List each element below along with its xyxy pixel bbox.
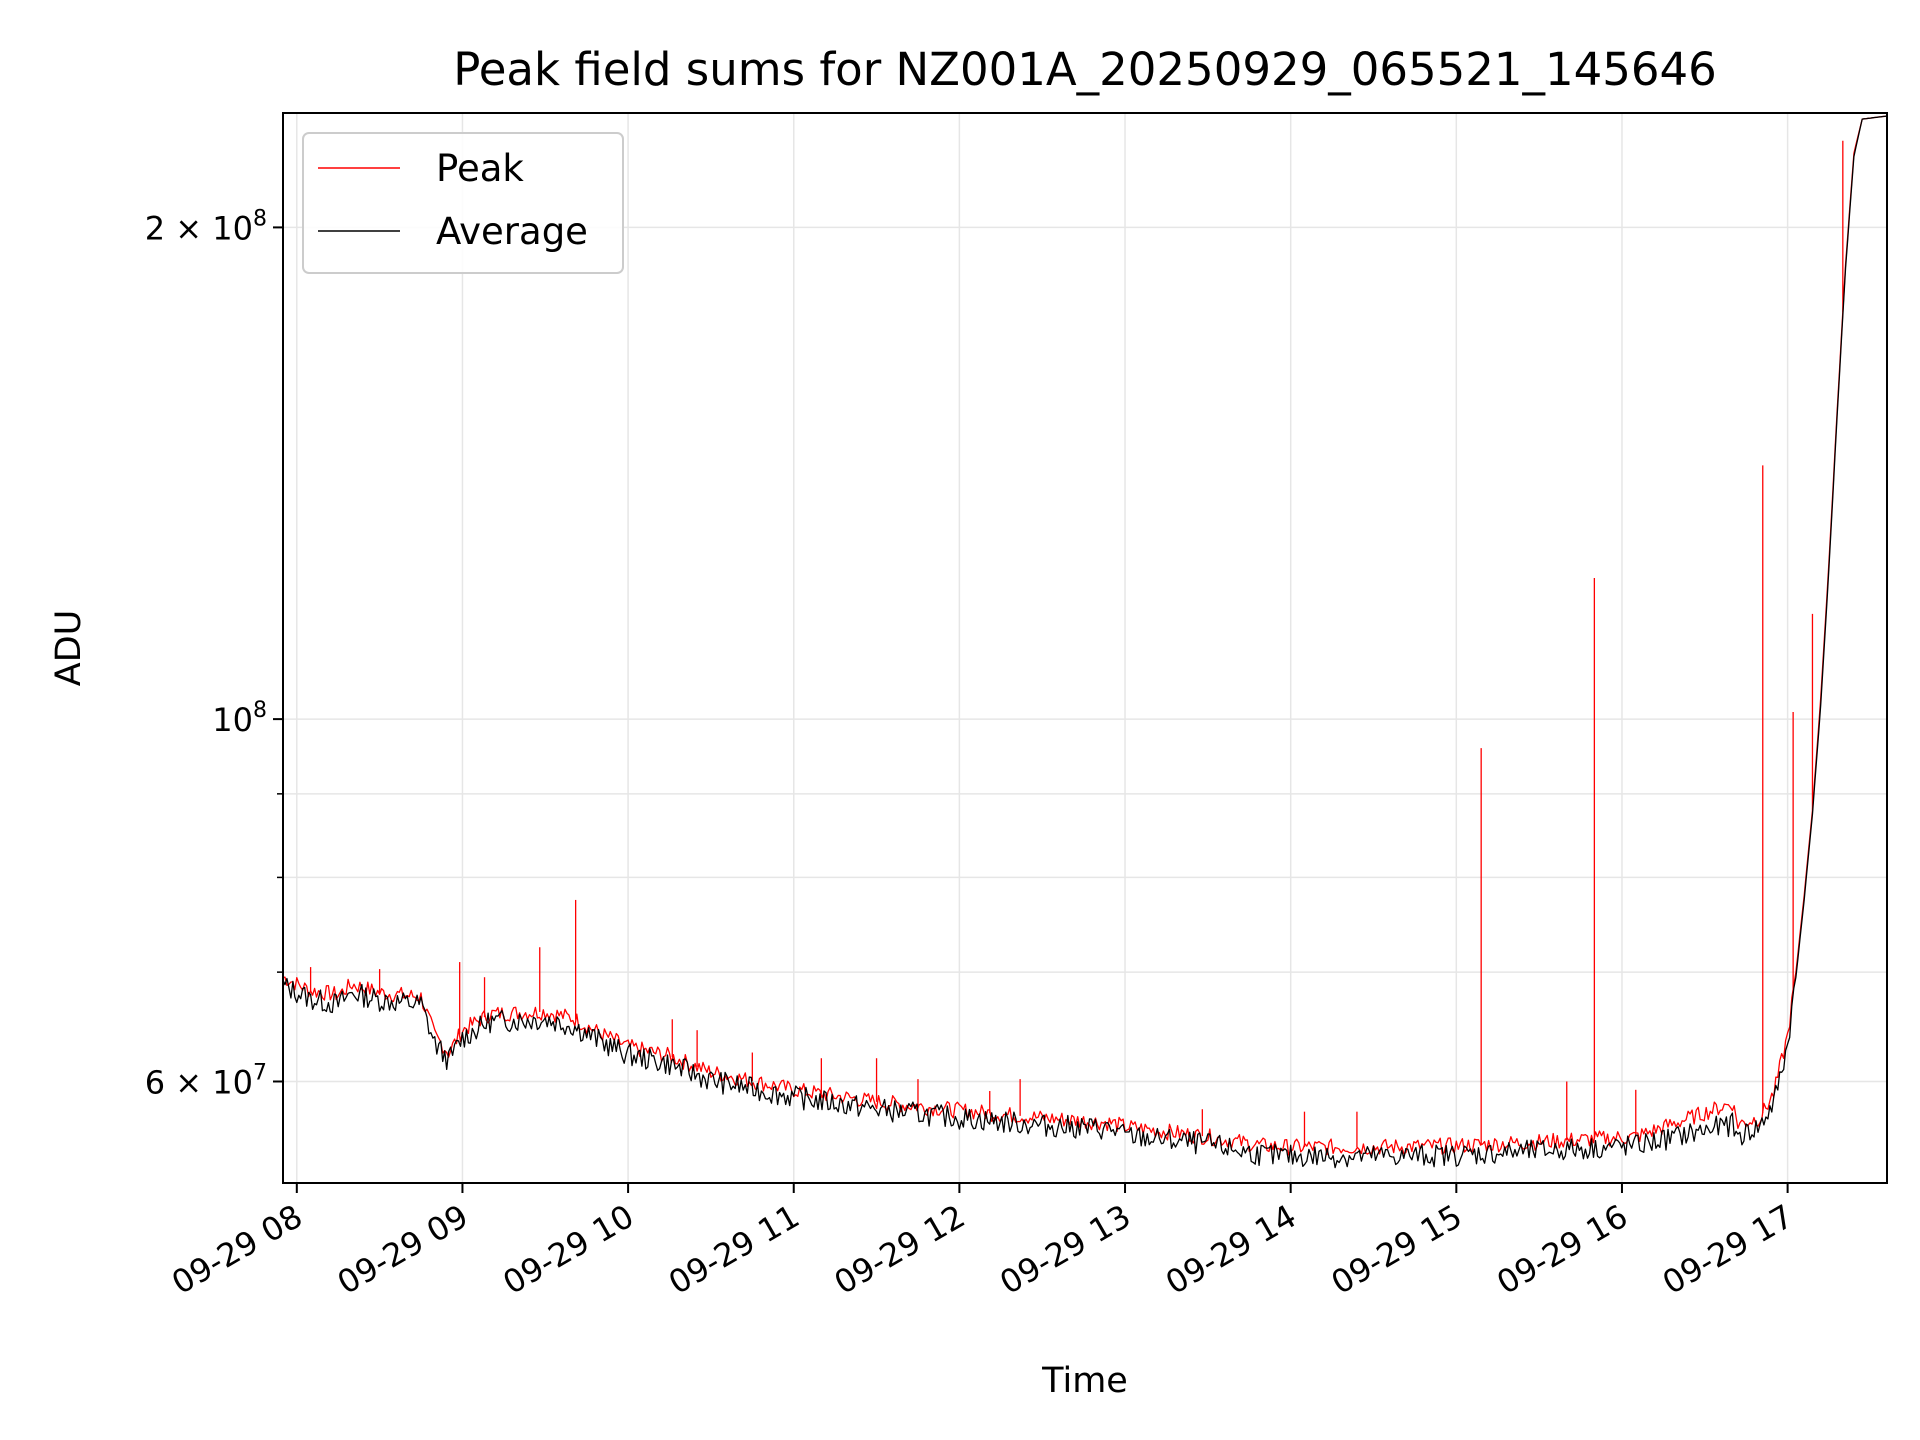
y-tick-label: 2 × 108 (145, 206, 267, 247)
x-axis-label: Time (1041, 1361, 1128, 1401)
series-lines (282, 115, 1888, 1169)
y-tick-mantissa: 6 (145, 1063, 165, 1101)
y-tick-exponent: 7 (253, 1060, 267, 1085)
series-average (282, 115, 1888, 1169)
series-line-average (282, 115, 1888, 1169)
legend-label-peak: Peak (436, 147, 524, 190)
series-peak (282, 115, 1888, 1156)
y-tick-base: 10 (212, 701, 253, 739)
plot-frame (282, 112, 1888, 1184)
legend-label-average: Average (436, 210, 588, 253)
y-tick-label: 6 × 107 (145, 1060, 267, 1101)
y-tick-base: 10 (212, 209, 253, 247)
plot-background (283, 113, 1887, 1183)
y-tick-mantissa: 2 (145, 209, 165, 247)
legend: Peak Average (302, 132, 624, 274)
y-tick-exponent: 8 (253, 698, 267, 723)
y-axis-label: ADU (49, 610, 89, 687)
y-tick-base: 10 (212, 1063, 253, 1101)
chart-title: Peak field sums for NZ001A_20250929_0655… (453, 43, 1717, 96)
y-tick-times-sign: × (165, 209, 212, 247)
y-tick-exponent: 8 (253, 206, 267, 231)
y-tick-label: 108 (212, 698, 267, 739)
y-tick-times-sign: × (165, 1063, 212, 1101)
